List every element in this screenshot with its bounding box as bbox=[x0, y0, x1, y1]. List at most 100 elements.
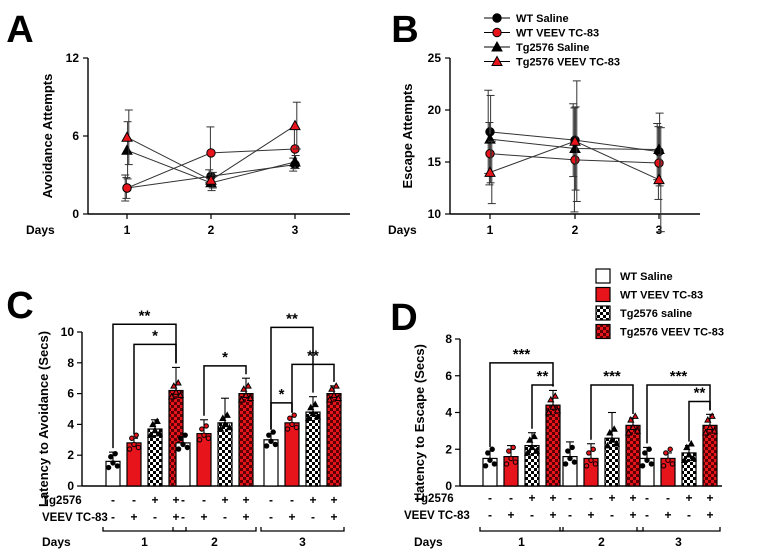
panel-letter-b: B bbox=[391, 9, 418, 51]
data-point bbox=[489, 446, 495, 452]
data-point bbox=[689, 454, 698, 462]
data-point bbox=[180, 441, 186, 448]
factor-sign: + bbox=[629, 491, 636, 505]
data-point bbox=[528, 443, 536, 451]
factor-label: Tg2576 bbox=[414, 493, 454, 505]
data-point bbox=[608, 436, 616, 443]
data-point bbox=[244, 382, 252, 389]
data-point bbox=[155, 429, 164, 437]
data-point bbox=[332, 382, 340, 389]
y-tick-label: 2 bbox=[445, 442, 452, 456]
data-point bbox=[309, 409, 317, 417]
factor-sign: + bbox=[288, 510, 295, 524]
y-axis-label: Avoidance Attempts bbox=[40, 74, 55, 199]
factor-sign: + bbox=[706, 491, 713, 505]
data-point bbox=[311, 400, 319, 408]
significance-bracket bbox=[590, 384, 634, 440]
data-point bbox=[176, 391, 185, 398]
data-point bbox=[683, 443, 691, 451]
data-point bbox=[266, 432, 272, 438]
data-point bbox=[592, 461, 599, 467]
data-point bbox=[571, 459, 578, 465]
data-point bbox=[510, 444, 516, 451]
y-tick-label: 2 bbox=[67, 448, 74, 462]
day-bracket bbox=[479, 527, 564, 532]
data-point bbox=[175, 446, 182, 452]
data-point bbox=[667, 446, 673, 452]
factor-sign: + bbox=[130, 510, 137, 524]
factor-sign: - bbox=[488, 491, 492, 505]
factor-sign: + bbox=[242, 510, 249, 524]
factor-sign: - bbox=[645, 491, 649, 505]
significance-label: *** bbox=[513, 346, 531, 363]
y-tick-label: 0 bbox=[67, 479, 74, 493]
data-point bbox=[631, 412, 639, 419]
data-point bbox=[549, 403, 557, 410]
data-point bbox=[196, 437, 203, 443]
data-point bbox=[704, 416, 712, 423]
data-point bbox=[126, 446, 133, 452]
y-tick-label: 12 bbox=[66, 51, 80, 65]
data-point bbox=[114, 463, 121, 469]
y-tick-label: 0 bbox=[72, 207, 79, 221]
x-tick-label: 2 bbox=[598, 535, 605, 549]
factor-sign: - bbox=[687, 508, 691, 522]
factor-sign: - bbox=[223, 510, 227, 524]
factor-sign: + bbox=[528, 491, 535, 505]
legend-label: Tg2576 VEEV TC-83 bbox=[620, 327, 724, 339]
significance-bracket bbox=[531, 384, 554, 429]
x-tick-label: 2 bbox=[211, 535, 218, 549]
data-point bbox=[221, 420, 229, 428]
panel-letter-d: D bbox=[390, 297, 417, 339]
significance-label: *** bbox=[670, 368, 688, 385]
data-point bbox=[206, 148, 216, 158]
y-tick-label: 6 bbox=[445, 369, 452, 383]
significance-label: ** bbox=[307, 347, 319, 364]
data-point bbox=[565, 448, 571, 454]
factor-sign: + bbox=[664, 508, 671, 522]
factor-sign: + bbox=[330, 510, 337, 524]
data-point bbox=[121, 131, 133, 142]
panel-letter-c: C bbox=[6, 285, 33, 327]
x-axis-label: Days bbox=[26, 223, 55, 237]
factor-sign: - bbox=[269, 510, 273, 524]
data-point bbox=[687, 439, 695, 447]
factor-sign: + bbox=[587, 508, 594, 522]
data-point bbox=[203, 423, 209, 429]
x-tick-label: 3 bbox=[675, 535, 682, 549]
factor-sign: - bbox=[509, 491, 513, 505]
legend-swatch bbox=[595, 268, 611, 284]
data-point bbox=[646, 446, 652, 452]
factor-sign: - bbox=[666, 491, 670, 505]
data-point bbox=[512, 459, 519, 465]
y-axis-label: Latency to Avoidance (Secs) bbox=[36, 331, 51, 507]
data-point bbox=[710, 427, 719, 434]
x-tick-label: 1 bbox=[124, 223, 131, 237]
significance-label: ** bbox=[139, 307, 151, 324]
x-axis-label: Days bbox=[388, 223, 417, 237]
data-point bbox=[663, 450, 669, 456]
factor-sign: + bbox=[706, 508, 713, 522]
factor-sign: + bbox=[507, 508, 514, 522]
data-point bbox=[110, 460, 116, 466]
data-point bbox=[701, 428, 710, 436]
data-point bbox=[284, 426, 291, 432]
data-point bbox=[485, 450, 491, 456]
data-point bbox=[487, 457, 493, 463]
x-tick-label: 1 bbox=[518, 535, 525, 549]
data-point bbox=[491, 461, 498, 467]
data-point bbox=[287, 415, 293, 421]
factor-sign: + bbox=[172, 493, 179, 507]
data-point bbox=[334, 394, 343, 401]
bar bbox=[326, 393, 342, 487]
factor-sign: + bbox=[549, 491, 556, 505]
factor-sign: - bbox=[488, 508, 492, 522]
data-point bbox=[706, 423, 714, 430]
data-point bbox=[172, 388, 180, 395]
significance-bracket bbox=[203, 365, 247, 416]
factor-sign: + bbox=[685, 491, 692, 505]
data-point bbox=[612, 439, 621, 447]
x-axis-label: Days bbox=[414, 535, 443, 549]
legend-swatch bbox=[595, 305, 611, 321]
y-tick-label: 8 bbox=[67, 356, 74, 370]
